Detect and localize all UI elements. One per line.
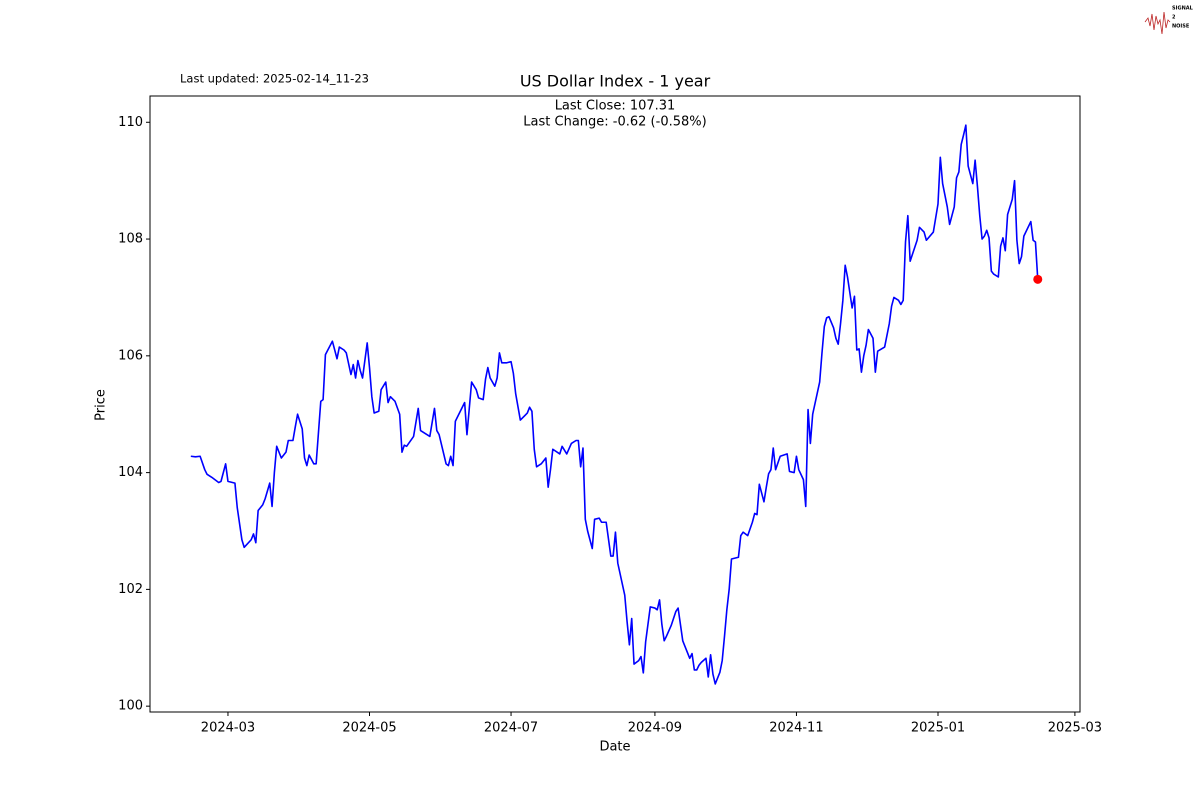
- plot-frame: [149, 95, 1081, 713]
- y-tick-label: 104: [118, 465, 143, 480]
- x-tick-label: 2024-03: [201, 721, 255, 736]
- chart-title: US Dollar Index - 1 year: [520, 72, 711, 91]
- x-tick-label: 2024-11: [769, 721, 823, 736]
- last-updated: Last updated: 2025-02-14_11-23: [180, 72, 369, 86]
- y-tick-label: 110: [118, 115, 143, 130]
- annotation: Last Change: -0.62 (-0.58%): [523, 115, 706, 130]
- annotation: Last Close: 107.31: [555, 99, 676, 114]
- logo-wave: [1144, 11, 1171, 35]
- logo: SIGNAL 2 NOISE: [1144, 6, 1194, 35]
- x-tick-label: 2025-01: [911, 721, 965, 736]
- y-tick-label: 108: [118, 232, 143, 247]
- x-tick-label: 2024-07: [484, 721, 538, 736]
- price-line: [190, 124, 1039, 685]
- logo-text: 2: [1172, 15, 1176, 21]
- y-tick-label: 102: [118, 582, 143, 597]
- logo-text: SIGNAL: [1172, 6, 1194, 12]
- x-tick-label: 2024-09: [628, 721, 682, 736]
- y-tick-label: 106: [118, 348, 143, 363]
- y-axis-label: Price: [94, 389, 109, 421]
- logo-text: NOISE: [1172, 24, 1190, 30]
- x-tick-label: 2024-05: [342, 721, 396, 736]
- last-close-point: [1033, 274, 1043, 284]
- y-tick-label: 100: [118, 699, 143, 714]
- x-axis-label: Date: [599, 740, 630, 755]
- x-tick-label: 2025-03: [1048, 721, 1102, 736]
